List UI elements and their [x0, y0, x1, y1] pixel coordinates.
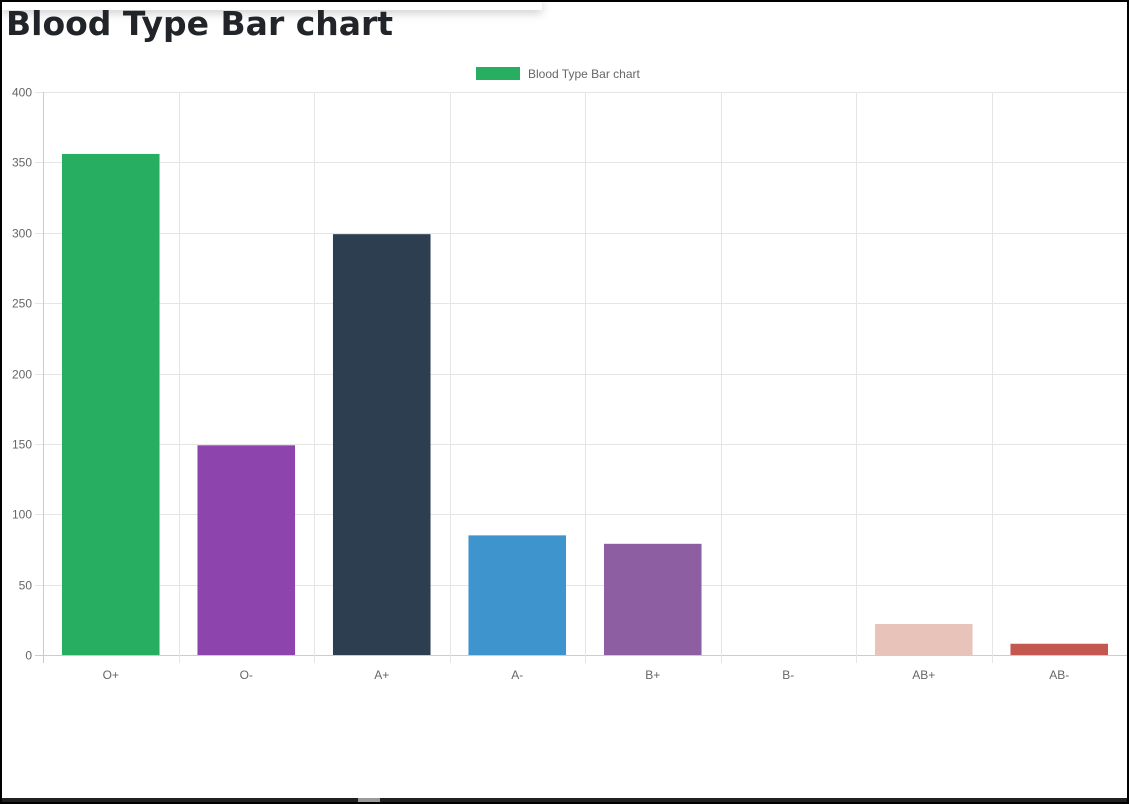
- y-tick-label: 250: [12, 297, 32, 311]
- bar-B+[interactable]: [603, 543, 702, 655]
- x-tick-label: A-: [511, 668, 523, 682]
- page-title: Blood Type Bar chart: [6, 4, 394, 43]
- legend-swatch[interactable]: [476, 67, 520, 80]
- bar-A-[interactable]: [468, 535, 567, 655]
- bar-A+[interactable]: [332, 234, 431, 655]
- x-tick-label: AB-: [1049, 668, 1069, 682]
- x-tick-label: AB+: [912, 668, 935, 682]
- legend-label[interactable]: Blood Type Bar chart: [528, 67, 641, 81]
- x-tick-label: B+: [645, 668, 660, 682]
- bar-O-[interactable]: [197, 445, 296, 655]
- y-tick-label: 50: [19, 579, 33, 593]
- scrollbar-thumb[interactable]: [358, 798, 380, 802]
- bar-AB+[interactable]: [874, 624, 973, 655]
- x-tick-label: A+: [374, 668, 389, 682]
- y-tick-label: 0: [25, 649, 32, 663]
- y-tick-label: 150: [12, 438, 32, 452]
- y-tick-label: 300: [12, 227, 32, 241]
- y-tick-label: 100: [12, 508, 32, 522]
- y-tick-label: 200: [12, 368, 32, 382]
- bar-AB-[interactable]: [1010, 643, 1109, 655]
- y-tick-label: 350: [12, 156, 32, 170]
- x-tick-label: O+: [103, 668, 119, 682]
- y-tick-label: 400: [12, 86, 32, 100]
- horizontal-scrollbar[interactable]: [2, 798, 1127, 802]
- bar-O+[interactable]: [61, 153, 160, 655]
- x-tick-label: O-: [240, 668, 253, 682]
- header-shadow: [2, 2, 542, 10]
- x-tick-label: B-: [782, 668, 794, 682]
